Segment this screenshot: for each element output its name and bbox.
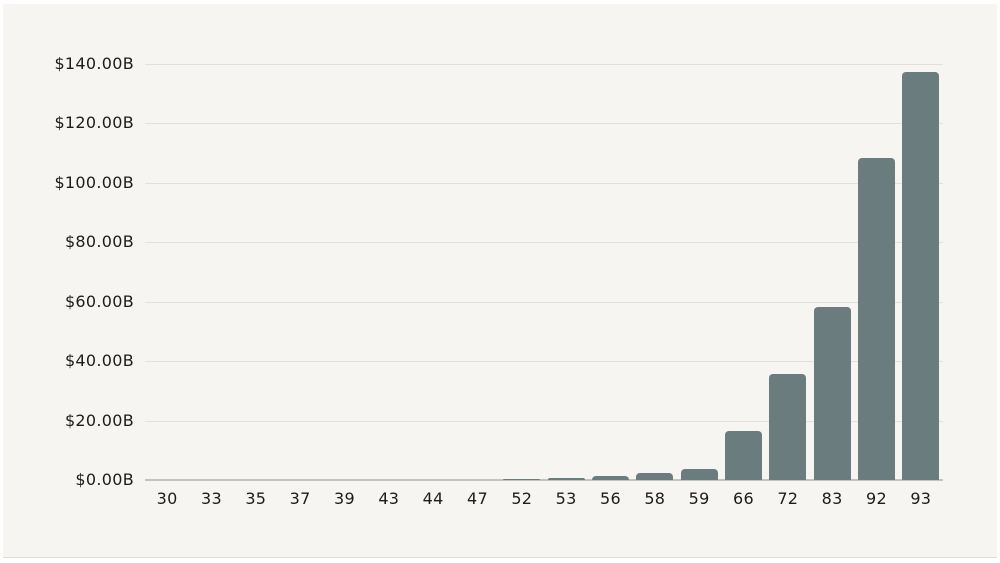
x-axis-tick-label: 30 (156, 489, 178, 508)
bar-58 (636, 473, 674, 480)
y-axis-tick-label: $40.00B (64, 351, 134, 371)
gridline (145, 301, 943, 303)
bar-chart: $0.00B $20.00B $40.00B $60.00B $80.00B $100.0… (3, 4, 997, 557)
x-axis-tick-label: 58 (644, 489, 666, 508)
x-axis-tick-label: 59 (688, 489, 710, 508)
y-axis-tick-label: $20.00B (64, 410, 134, 430)
bar-72 (769, 374, 807, 480)
x-axis-tick-label: 52 (511, 489, 533, 508)
gridline (145, 182, 943, 184)
x-axis-tick-label: 44 (422, 489, 444, 508)
y-axis-tick-label: $60.00B (64, 291, 134, 311)
x-axis-tick-label: 47 (467, 489, 488, 508)
y-axis-tick-label: $100.00B (54, 172, 134, 192)
gridline (145, 361, 943, 363)
slide-canvas: $0.00B $20.00B $40.00B $60.00B $80.00B $100.0… (3, 4, 997, 558)
y-axis-tick-label: $120.00B (54, 113, 134, 133)
bar-66 (725, 430, 762, 480)
x-axis-tick-label: 37 (289, 489, 311, 508)
x-axis-tick-label: 92 (866, 489, 887, 508)
y-axis-tick-label: $140.00B (54, 54, 134, 73)
x-axis-tick-label: 53 (555, 489, 577, 508)
gridline (145, 64, 943, 65)
bar-53 (547, 477, 585, 480)
x-axis-tick-label: 56 (600, 489, 621, 508)
gridline (145, 242, 943, 244)
x-axis-tick-label: 83 (821, 489, 843, 508)
bar-52 (503, 478, 541, 480)
x-axis-line (145, 479, 943, 481)
bar-92 (858, 157, 895, 480)
bar-59 (680, 468, 718, 480)
bar-56 (592, 475, 629, 480)
x-axis-tick-label: 39 (334, 489, 355, 508)
x-axis-tick-label: 35 (245, 489, 267, 508)
gridline (145, 420, 943, 422)
x-axis-tick-label: 43 (378, 489, 400, 508)
x-axis-tick-label: 33 (201, 489, 222, 508)
gridline (145, 123, 943, 125)
y-axis-tick-label: $0.00B (75, 470, 134, 489)
y-axis-tick-label: $80.00B (64, 232, 134, 252)
bar-83 (813, 307, 851, 480)
x-axis-tick-label: 72 (777, 489, 799, 508)
x-axis-tick-label: 66 (733, 489, 754, 508)
bar-93 (902, 72, 940, 480)
x-axis-tick-label: 93 (910, 489, 932, 508)
